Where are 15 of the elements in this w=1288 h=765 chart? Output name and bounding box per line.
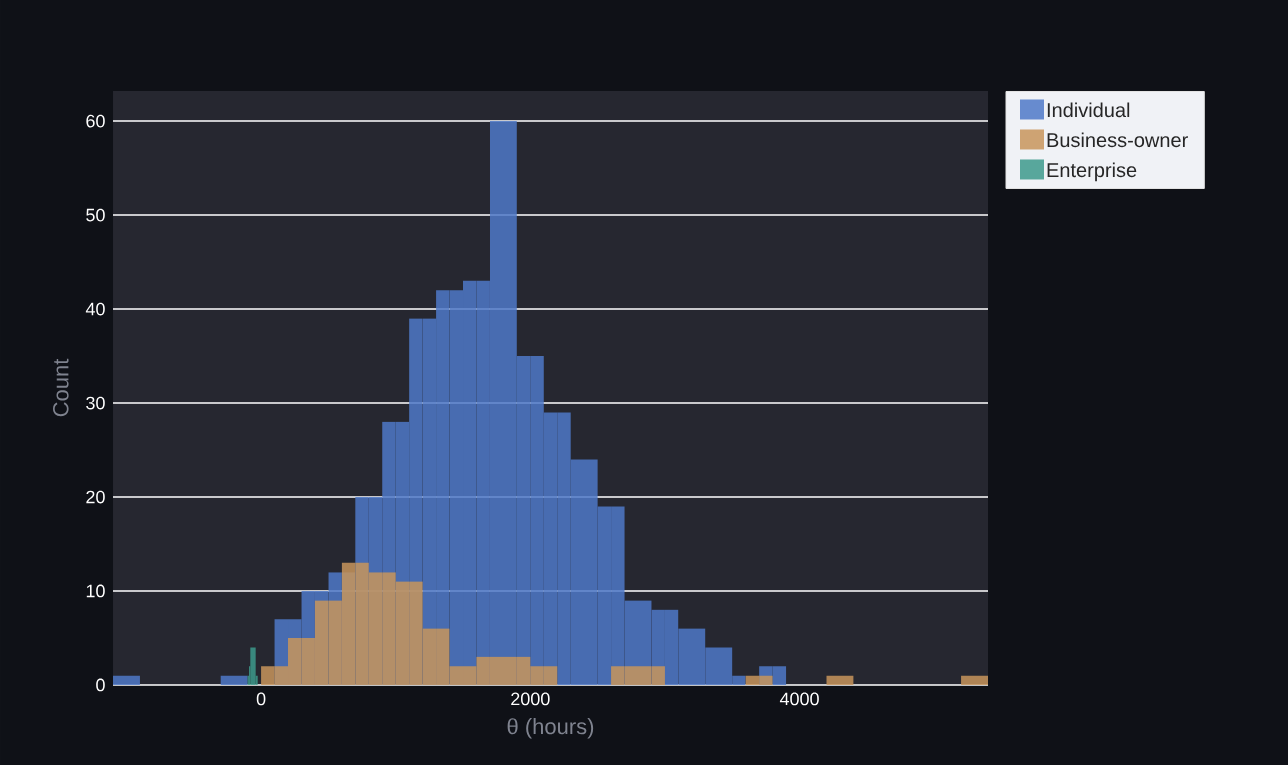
y-axis-title: Count [53, 358, 69, 417]
y-tick-label: 20 [86, 490, 105, 504]
x-tick-label: 2000 [511, 692, 550, 706]
y-tick-label: 10 [86, 584, 105, 598]
x-tick-label: 0 [256, 692, 266, 706]
legend-label: Individual [1047, 102, 1130, 118]
y-tick-label: 0 [96, 678, 105, 692]
x-tick-label: 4000 [779, 692, 819, 706]
x-axis-title: θ (hours) [507, 718, 594, 739]
y-tick-label: 60 [86, 114, 105, 128]
y-tick-label: 40 [85, 302, 105, 316]
legend-label: Business-owner [1047, 132, 1188, 148]
legend-label: Enterprise [1047, 162, 1137, 182]
y-tick-label: 50 [86, 208, 105, 222]
y-tick-label: 30 [86, 396, 105, 410]
